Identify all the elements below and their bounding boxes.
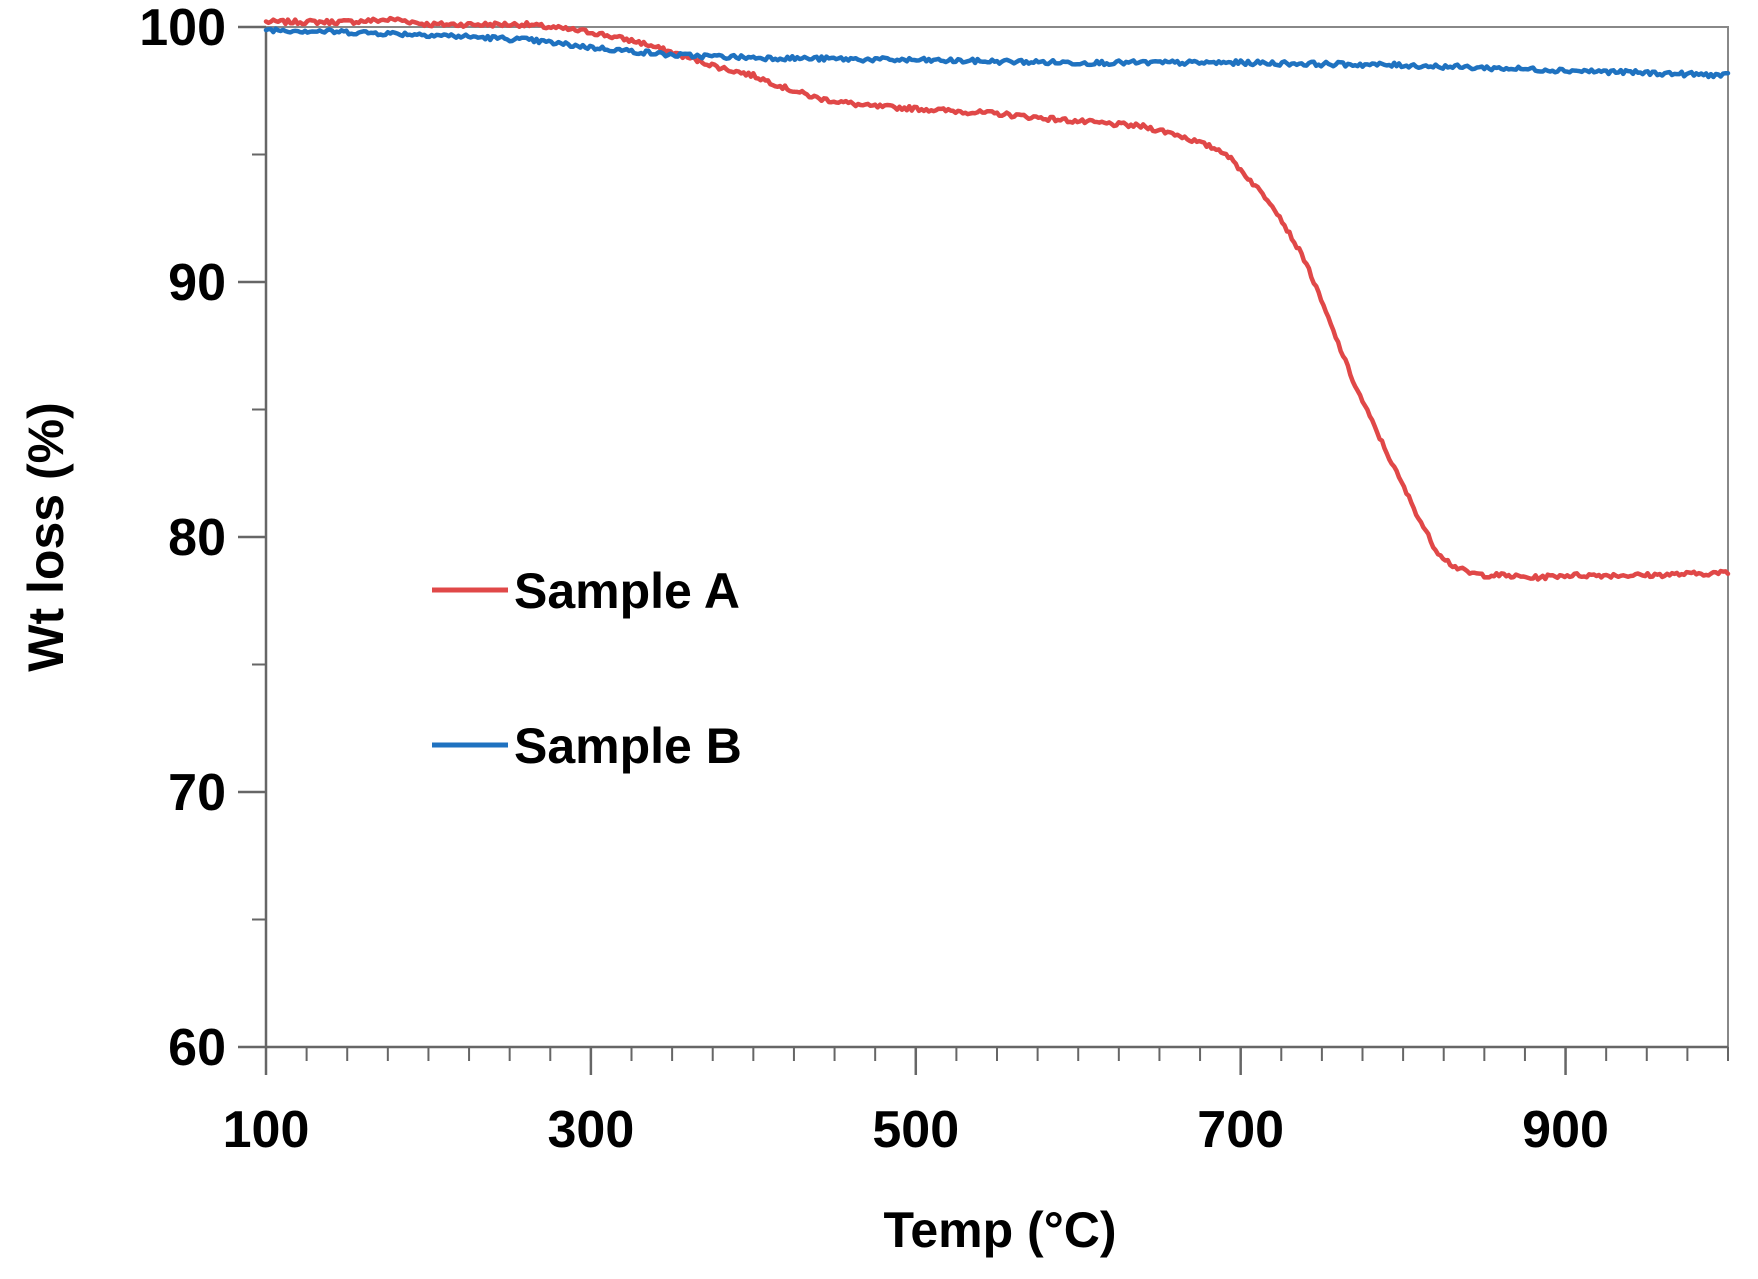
plot-frame	[264, 26, 1729, 1049]
series-line-sample-b	[263, 26, 1731, 80]
minor-ticks	[252, 26, 1729, 1061]
y-tick-label: 100	[139, 0, 226, 57]
legend-label-sample-b: Sample B	[514, 718, 742, 774]
series-line-sample-a	[263, 15, 1731, 582]
y-tick-label: 80	[168, 509, 226, 567]
legend-label-sample-a: Sample A	[514, 563, 740, 619]
x-tick-label: 500	[872, 1101, 959, 1159]
x-tick-label: 700	[1197, 1101, 1284, 1159]
x-tick-label: 300	[548, 1101, 635, 1159]
y-axis-title: Wt loss (%)	[18, 402, 74, 671]
plot-border	[265, 26, 1729, 1048]
series-layer	[263, 15, 1731, 582]
y-tick-label: 60	[168, 1019, 226, 1077]
y-tick-labels: 60 70 80 90 100	[139, 0, 226, 1077]
x-tick-labels: 100 300 500 700 900	[223, 1101, 1609, 1159]
y-tick-label: 70	[168, 764, 226, 822]
x-tick-label: 900	[1522, 1101, 1609, 1159]
x-tick-label: 100	[223, 1101, 310, 1159]
legend: Sample A Sample B	[432, 563, 742, 774]
y-tick-label: 90	[168, 254, 226, 312]
x-axis-title: Temp (°C)	[884, 1202, 1117, 1258]
major-ticks	[238, 25, 1567, 1075]
